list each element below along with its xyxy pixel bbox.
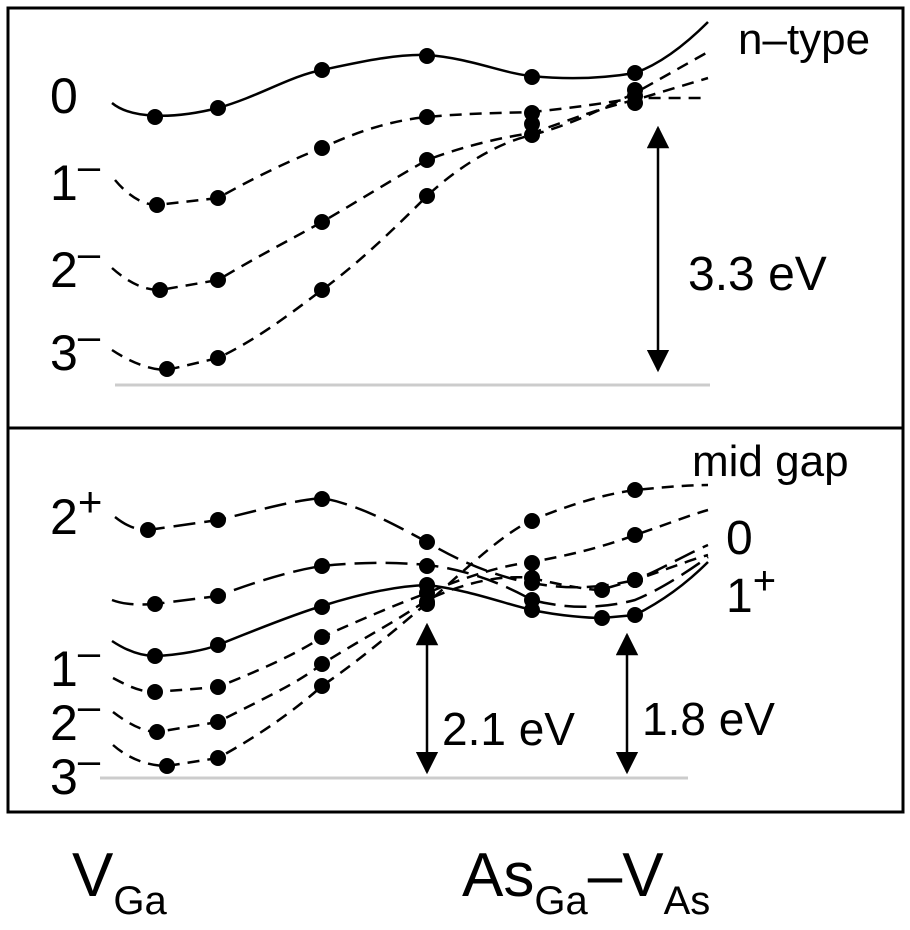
top-curve-charge-1minus	[114, 96, 708, 207]
data-point	[627, 82, 643, 98]
data-point	[594, 582, 610, 598]
data-point	[210, 100, 226, 116]
data-point	[524, 570, 540, 586]
bottom-energy-label-1: 2.1 eV	[442, 703, 575, 755]
data-point	[419, 48, 435, 64]
data-point	[419, 558, 435, 574]
data-point	[210, 190, 226, 206]
data-point	[149, 724, 165, 740]
data-point	[210, 350, 226, 366]
bottom-condition-label: mid gap	[692, 437, 849, 486]
data-point	[147, 648, 163, 664]
data-point	[210, 750, 226, 766]
data-point	[627, 482, 643, 498]
data-point	[524, 127, 540, 143]
data-point	[210, 588, 226, 604]
top-curve-charge-2minus	[111, 76, 709, 292]
data-point	[524, 116, 540, 132]
data-point	[210, 272, 226, 288]
bottom-curve-1minus	[112, 508, 709, 694]
top-data-points	[147, 48, 643, 377]
data-point	[147, 109, 163, 125]
data-point	[210, 714, 226, 730]
charge-label-2plus: 2+	[50, 478, 102, 545]
bottom-data-points	[140, 482, 643, 774]
data-point	[524, 105, 540, 121]
charge-label-1plus: 1+	[726, 559, 776, 623]
bottom-energy-label-2: 1.8 eV	[642, 693, 775, 745]
data-point	[314, 599, 330, 615]
right-endpoint-label: AsGa–VAs	[462, 841, 710, 923]
data-point	[419, 152, 435, 168]
data-point	[314, 491, 330, 507]
data-point	[210, 679, 226, 695]
data-point	[159, 361, 175, 377]
data-point	[627, 65, 643, 81]
top-panel-frame	[6, 6, 905, 430]
data-point	[149, 197, 165, 213]
data-point	[419, 596, 435, 612]
data-point	[314, 629, 330, 645]
data-point	[314, 678, 330, 694]
data-point	[314, 282, 330, 298]
top-curves	[111, 21, 709, 372]
bottom-curve-3minus	[112, 483, 709, 768]
data-point	[419, 188, 435, 204]
left-endpoint-label: VGa	[72, 841, 167, 923]
charge-label-0: 0	[50, 68, 78, 124]
data-point	[210, 637, 226, 653]
data-point	[524, 513, 540, 529]
charge-label-2minus: 2–	[50, 232, 101, 298]
data-point	[314, 558, 330, 574]
data-point	[140, 522, 156, 538]
bottom-right-charge-labels: 0 1+	[726, 512, 776, 623]
charge-label-0: 0	[726, 512, 753, 565]
data-point	[147, 684, 163, 700]
charge-label-2minus: 2–	[50, 685, 101, 751]
data-point	[627, 527, 643, 543]
data-point	[524, 555, 540, 571]
data-point	[147, 596, 163, 612]
top-condition-label: n–type	[738, 15, 870, 64]
data-point	[419, 534, 435, 550]
bottom-curve-solid	[111, 561, 709, 658]
data-point	[419, 109, 435, 125]
bottom-curves	[111, 483, 709, 768]
data-point	[159, 758, 175, 774]
data-point	[627, 572, 643, 588]
data-point	[314, 656, 330, 672]
charge-label-1minus: 1–	[50, 631, 101, 697]
data-point	[524, 69, 540, 85]
bottom-panel-frame	[6, 426, 905, 814]
bottom-left-charge-labels: 2+ 1– 2– 3–	[50, 478, 102, 805]
charge-label-1minus: 1–	[50, 145, 101, 211]
bottom-curve-mid1	[111, 555, 709, 609]
data-point	[594, 610, 610, 626]
data-point	[524, 602, 540, 618]
data-point	[627, 607, 643, 623]
top-charge-labels: 0 1– 2– 3–	[50, 68, 101, 381]
charge-label-3minus: 3–	[50, 739, 101, 805]
data-point	[314, 62, 330, 78]
data-point	[627, 95, 643, 111]
data-point	[314, 140, 330, 156]
data-point	[314, 214, 330, 230]
top-energy-label: 3.3 eV	[688, 248, 827, 301]
bottom-curve-2plus	[114, 496, 709, 589]
charge-label-3minus: 3–	[50, 315, 101, 381]
data-point	[210, 512, 226, 528]
bottom-curve-2minus	[112, 553, 709, 734]
data-point	[152, 282, 168, 298]
